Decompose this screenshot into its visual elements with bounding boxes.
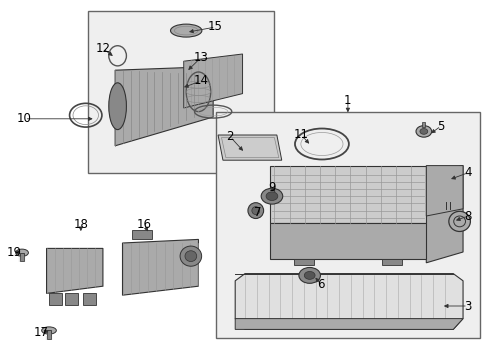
Bar <box>382 259 402 265</box>
Ellipse shape <box>16 249 28 256</box>
Bar <box>49 293 62 305</box>
Polygon shape <box>132 230 152 239</box>
Text: 14: 14 <box>194 75 208 87</box>
Ellipse shape <box>416 126 432 137</box>
Text: 13: 13 <box>194 51 208 64</box>
Ellipse shape <box>449 211 470 231</box>
Text: 10: 10 <box>17 112 32 125</box>
Bar <box>65 293 78 305</box>
Polygon shape <box>442 185 455 202</box>
Text: 1: 1 <box>344 94 352 107</box>
Ellipse shape <box>261 188 283 204</box>
Ellipse shape <box>252 207 260 215</box>
Bar <box>88 11 274 173</box>
Polygon shape <box>122 239 198 295</box>
Text: 8: 8 <box>464 210 472 222</box>
Ellipse shape <box>180 246 202 266</box>
Polygon shape <box>426 166 463 216</box>
Polygon shape <box>439 171 458 185</box>
Text: 11: 11 <box>294 129 309 141</box>
Bar <box>83 293 96 305</box>
Polygon shape <box>47 248 103 293</box>
Ellipse shape <box>42 327 56 334</box>
Bar <box>422 122 425 127</box>
Ellipse shape <box>299 267 320 283</box>
Polygon shape <box>270 166 426 223</box>
Ellipse shape <box>420 129 428 134</box>
Text: 19: 19 <box>6 246 21 258</box>
Text: 2: 2 <box>226 130 234 143</box>
Bar <box>47 330 51 339</box>
Ellipse shape <box>171 24 202 37</box>
Bar <box>216 112 480 338</box>
Polygon shape <box>235 274 463 329</box>
Text: 3: 3 <box>464 300 472 312</box>
Text: 17: 17 <box>34 327 49 339</box>
Ellipse shape <box>109 83 126 130</box>
Polygon shape <box>426 166 463 263</box>
Polygon shape <box>184 54 243 108</box>
Ellipse shape <box>304 271 315 279</box>
Text: 16: 16 <box>137 219 152 231</box>
Ellipse shape <box>266 192 278 201</box>
Polygon shape <box>115 67 213 146</box>
Polygon shape <box>218 135 282 160</box>
Text: 6: 6 <box>317 278 325 291</box>
Bar <box>20 253 24 261</box>
Polygon shape <box>270 223 426 259</box>
Text: 4: 4 <box>464 166 472 179</box>
Bar <box>294 259 314 265</box>
Polygon shape <box>235 319 463 329</box>
Ellipse shape <box>248 203 264 219</box>
Text: 18: 18 <box>74 219 88 231</box>
Text: 7: 7 <box>253 206 261 219</box>
Text: 15: 15 <box>208 21 223 33</box>
Text: 9: 9 <box>268 181 276 194</box>
Text: 12: 12 <box>96 42 110 55</box>
Ellipse shape <box>185 251 196 261</box>
Text: 5: 5 <box>437 120 445 132</box>
